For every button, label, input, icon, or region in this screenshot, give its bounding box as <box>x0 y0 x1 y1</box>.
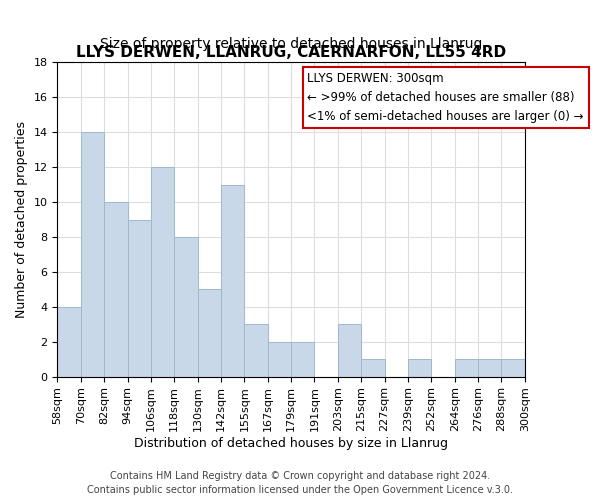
Bar <box>291 342 314 376</box>
Bar <box>174 237 197 376</box>
Bar <box>244 324 268 376</box>
Bar <box>197 290 221 376</box>
X-axis label: Distribution of detached houses by size in Llanrug: Distribution of detached houses by size … <box>134 437 448 450</box>
Bar <box>478 359 502 376</box>
Bar <box>58 307 81 376</box>
Bar <box>128 220 151 376</box>
Bar <box>502 359 525 376</box>
Title: LLYS DERWEN, LLANRUG, CAERNARFON, LL55 4RD: LLYS DERWEN, LLANRUG, CAERNARFON, LL55 4… <box>76 45 506 60</box>
Bar <box>338 324 361 376</box>
Y-axis label: Number of detached properties: Number of detached properties <box>15 121 28 318</box>
Bar <box>104 202 128 376</box>
Text: Contains HM Land Registry data © Crown copyright and database right 2024.
Contai: Contains HM Land Registry data © Crown c… <box>87 471 513 495</box>
Bar <box>151 167 174 376</box>
Bar <box>221 184 244 376</box>
Bar <box>408 359 431 376</box>
Text: LLYS DERWEN: 300sqm
← >99% of detached houses are smaller (88)
<1% of semi-detac: LLYS DERWEN: 300sqm ← >99% of detached h… <box>307 72 584 123</box>
Bar <box>268 342 291 376</box>
Text: Size of property relative to detached houses in Llanrug: Size of property relative to detached ho… <box>100 38 482 52</box>
Bar <box>361 359 385 376</box>
Bar <box>81 132 104 376</box>
Bar <box>455 359 478 376</box>
